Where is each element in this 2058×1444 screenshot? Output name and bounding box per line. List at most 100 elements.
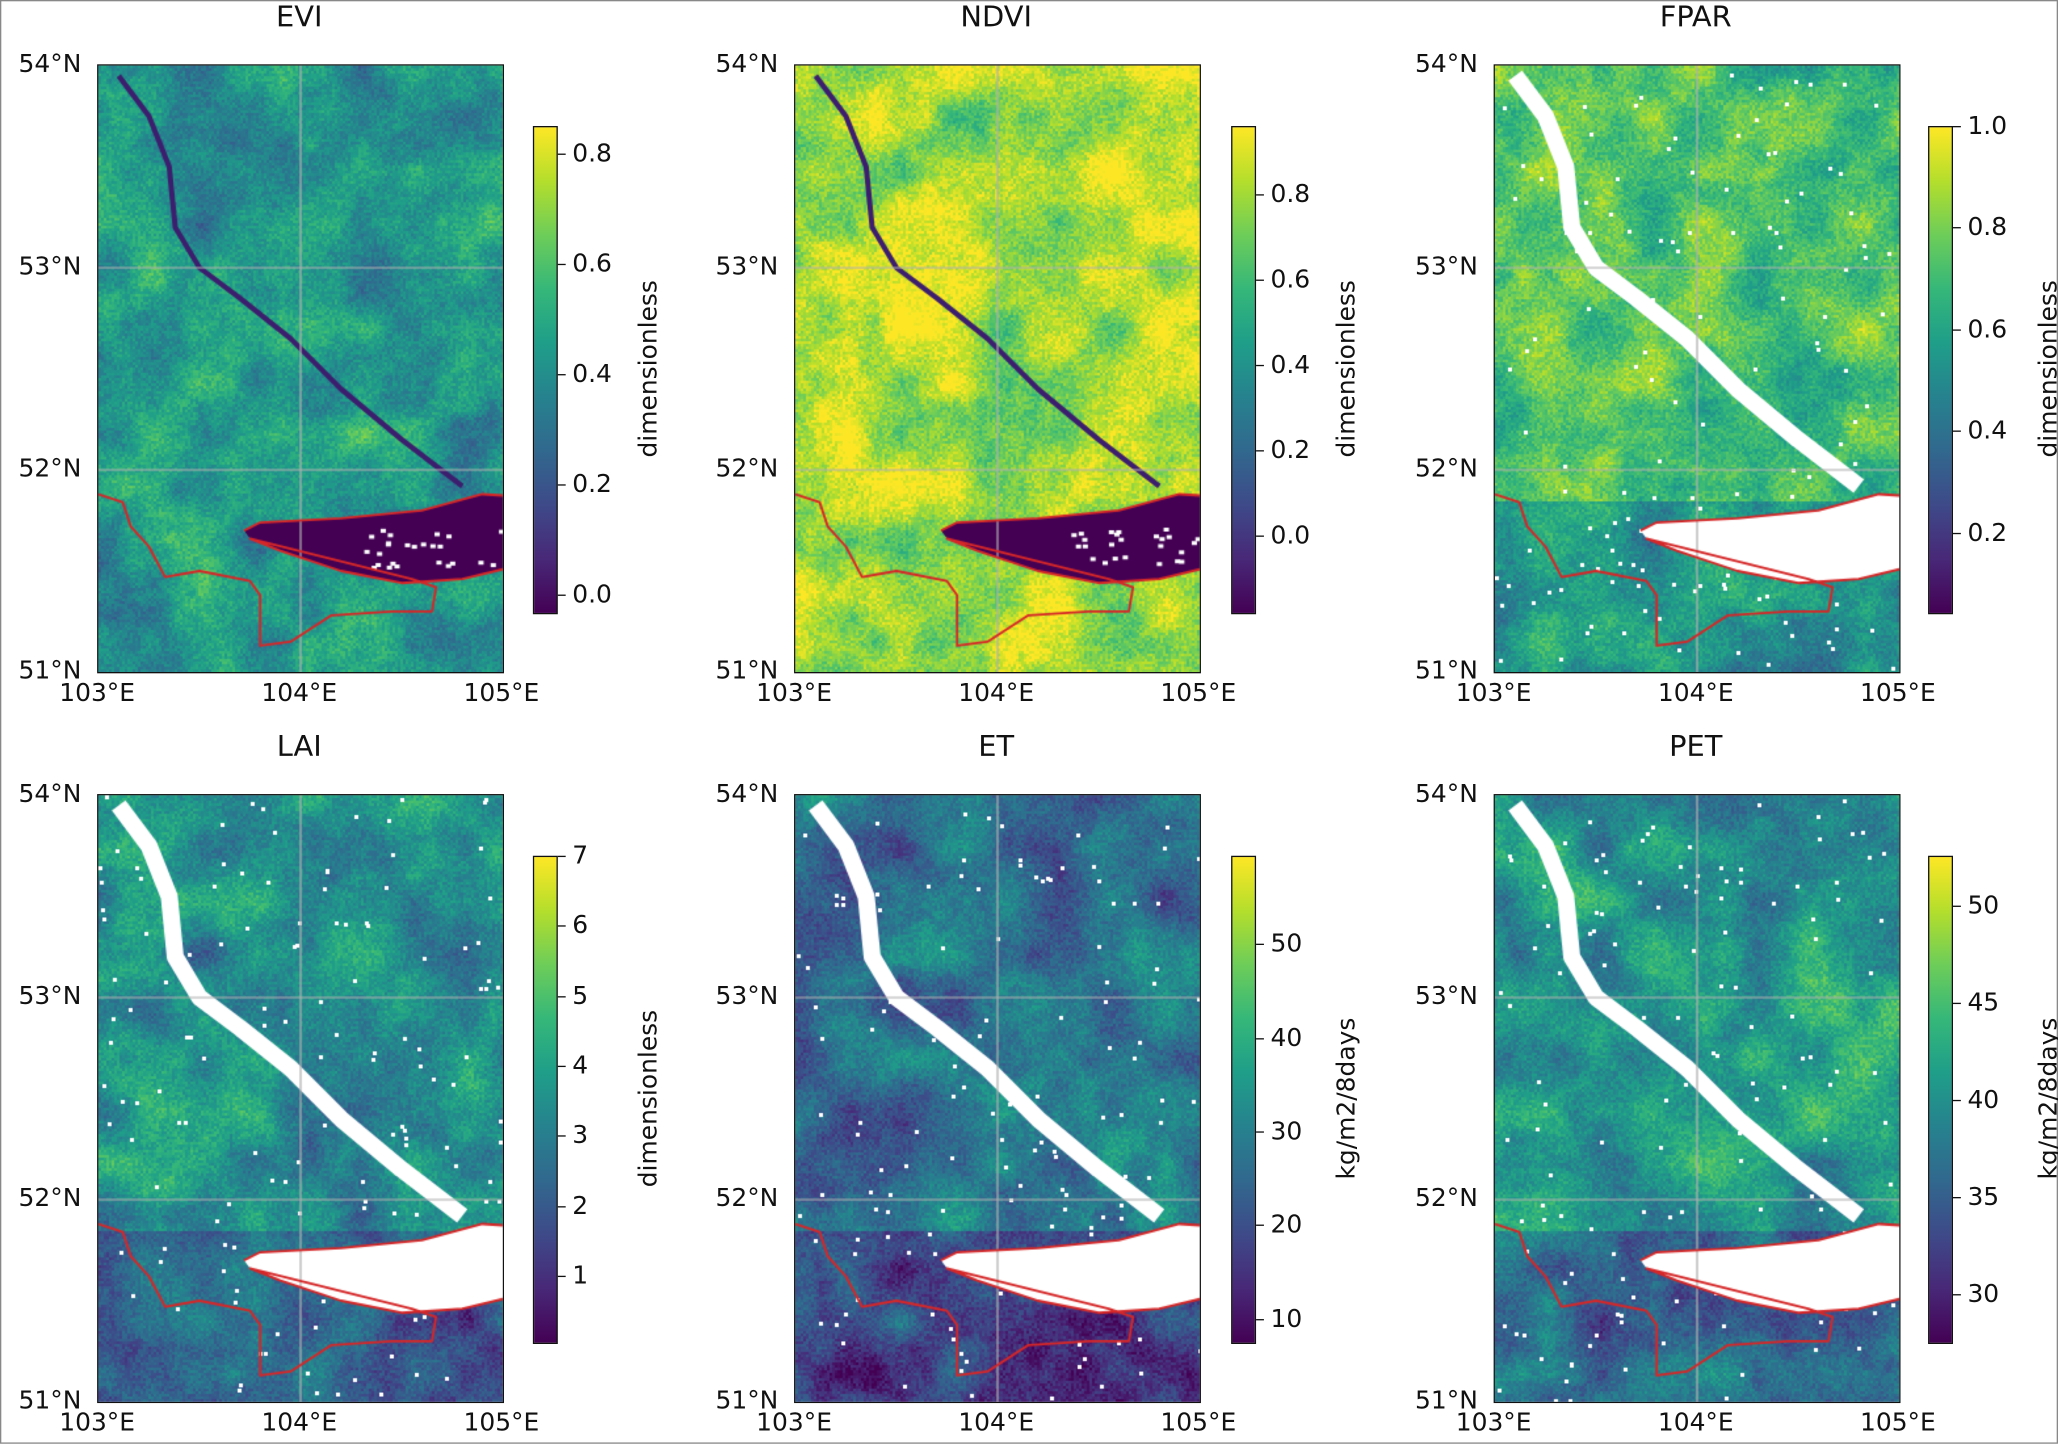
colorbar-tick [1256, 449, 1264, 452]
colorbar-tick-label: 0.8 [1967, 213, 2008, 243]
colorbar-tick-label: 50 [1270, 929, 1303, 959]
colorbar-tick-label: 0.4 [1967, 416, 2008, 446]
colorbar-tick [1256, 1318, 1264, 1321]
colorbar-tick [1953, 1003, 1961, 1005]
colorbar-tick-label: 20 [1270, 1210, 1303, 1240]
y-tick-label: 51°N [715, 1386, 779, 1415]
colorbar-label: kg/m2/8days [1332, 1017, 1362, 1180]
colorbar [532, 126, 558, 615]
colorbar [1928, 126, 1953, 615]
colorbar-tick [557, 995, 566, 998]
colorbar [1928, 855, 1953, 1344]
x-tick-label: 104°E [1657, 678, 1734, 708]
colorbar-tick-label: 0.2 [1967, 518, 2008, 548]
colorbar-tick [557, 855, 566, 858]
y-tick-label: 53°N [715, 981, 779, 1011]
colorbar-tick [1953, 126, 1961, 128]
y-tick-label: 53°N [18, 981, 82, 1011]
colorbar-tick-label: 30 [1967, 1280, 2000, 1310]
colorbar-tick [1953, 532, 1961, 535]
colorbar-label: dimensionless [1332, 280, 1362, 458]
colorbar-tick-label: 0.2 [1270, 435, 1311, 465]
y-tick-label: 53°N [715, 252, 779, 281]
colorbar-tick [1953, 431, 1961, 433]
colorbar-tick-label: 7 [572, 841, 589, 871]
y-tick-label: 54°N [18, 49, 82, 79]
colorbar-tick-label: 40 [1270, 1023, 1303, 1053]
heatmap-raster [795, 795, 1200, 1402]
colorbar-tick-label: 0.6 [572, 249, 612, 279]
colorbar-tick [1256, 534, 1264, 537]
colorbar-tick-label: 4 [572, 1051, 589, 1081]
colorbar-tick-label: 0.8 [572, 139, 612, 169]
colorbar-tick-label: 5 [572, 981, 589, 1011]
y-tick-label: 54°N [715, 779, 779, 809]
y-tick-label: 52°N [715, 1183, 779, 1213]
colorbar-label: dimensionless [633, 280, 663, 458]
y-tick-label: 54°N [715, 49, 779, 79]
map-fpar [1493, 64, 1901, 674]
colorbar-tick-label: 10 [1270, 1304, 1303, 1334]
panel-title: FPAR [1659, 1, 1732, 35]
y-tick-label: 53°N [18, 252, 82, 281]
colorbar-tick-label: 50 [1967, 891, 2000, 921]
y-tick-label: 53°N [1415, 252, 1478, 281]
colorbar-tick [1256, 1225, 1264, 1227]
x-tick-label: 104°E [1657, 1408, 1734, 1438]
panel-title: ET [978, 731, 1015, 764]
y-tick-label: 53°N [1415, 981, 1478, 1011]
x-tick-label: 105°E [463, 678, 540, 708]
map-evi [97, 64, 504, 674]
y-tick-label: 52°N [18, 1183, 82, 1213]
y-tick-label: 52°N [1415, 454, 1478, 483]
colorbar-tick [1953, 1294, 1961, 1297]
colorbar-tick-label: 1 [572, 1261, 589, 1291]
map-ndvi [794, 64, 1201, 674]
y-tick-label: 51°N [715, 656, 779, 686]
heatmap-raster [1494, 795, 1900, 1402]
x-tick-label: 103°E [756, 1408, 832, 1438]
panel-title: EVI [275, 1, 323, 35]
x-tick-label: 103°E [1455, 678, 1532, 708]
colorbar-tick [1256, 943, 1264, 946]
heatmap-raster [795, 65, 1200, 672]
y-tick-label: 51°N [1415, 1386, 1478, 1415]
colorbar-tick [1953, 1100, 1961, 1102]
colorbar-tick-label: 0.0 [1270, 520, 1311, 550]
colorbar-tick [557, 153, 566, 155]
heatmap-raster [1494, 65, 1900, 672]
y-tick-label: 51°N [18, 656, 82, 686]
colorbar-tick [1953, 329, 1961, 331]
x-tick-label: 105°E [1160, 678, 1237, 708]
colorbar-tick-label: 0.6 [1270, 264, 1311, 294]
x-tick-label: 104°E [958, 1408, 1035, 1438]
colorbar-tick-label: 35 [1967, 1183, 2000, 1213]
colorbar-tick-label: 2 [572, 1191, 589, 1221]
colorbar-tick [1953, 227, 1961, 230]
colorbar-label: dimensionless [633, 1009, 663, 1188]
y-tick-label: 54°N [18, 779, 82, 809]
colorbar-tick-label: 6 [572, 911, 589, 941]
colorbar-tick [557, 1135, 566, 1137]
y-tick-label: 52°N [715, 454, 779, 483]
colorbar-tick-label: 0.6 [1967, 314, 2008, 344]
colorbar-tick-label: 0.0 [572, 580, 612, 610]
map-et [794, 794, 1201, 1404]
colorbar-tick [557, 1275, 566, 1277]
colorbar-tick [557, 374, 566, 376]
colorbar-tick [1953, 1197, 1961, 1199]
y-tick-label: 54°N [1415, 779, 1478, 809]
colorbar-label: dimensionless [2034, 280, 2058, 458]
x-tick-label: 105°E [1859, 678, 1936, 708]
colorbar-tick [1953, 906, 1961, 908]
colorbar-tick-label: 30 [1270, 1116, 1303, 1146]
x-tick-label: 104°E [958, 678, 1035, 708]
map-pet [1493, 794, 1901, 1404]
heatmap-raster [98, 795, 503, 1402]
colorbar-tick-label: 0.8 [1270, 179, 1311, 209]
colorbar-tick [1256, 1131, 1264, 1133]
colorbar-tick-label: 1.0 [1967, 111, 2008, 141]
x-tick-label: 104°E [261, 678, 338, 708]
colorbar-tick [557, 1065, 566, 1067]
colorbar-tick [557, 263, 566, 266]
